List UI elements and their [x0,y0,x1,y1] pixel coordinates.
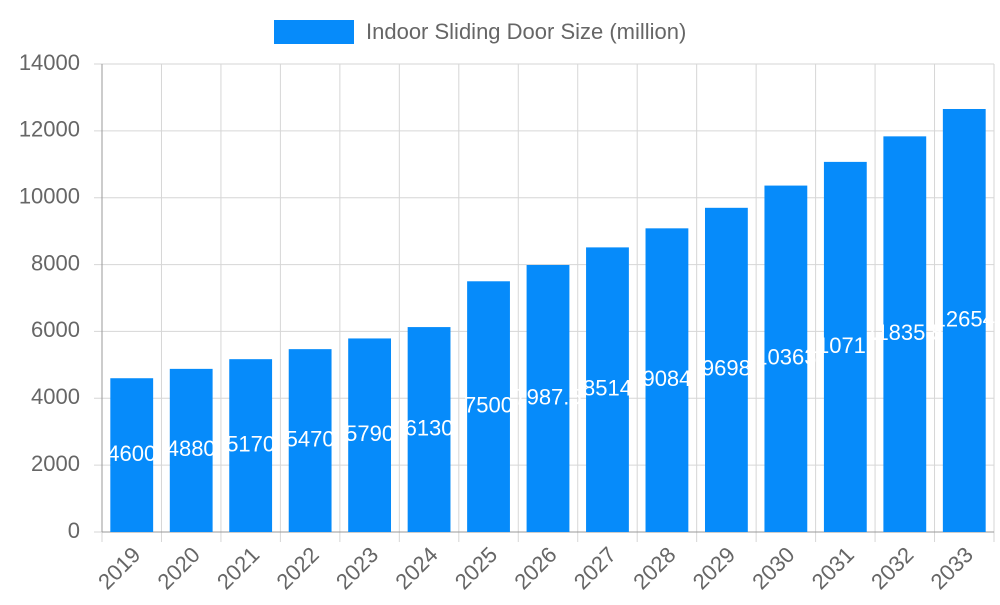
bar [883,136,927,532]
bar [823,161,867,532]
value-label: 11835.5 [866,320,944,345]
value-label: 9698 [702,356,751,381]
bar [407,327,451,532]
x-tick-label: 2031 [807,542,859,594]
value-label: 7987.5 [514,384,581,409]
x-tick-label: 2026 [509,542,561,594]
x-tick-label: 2033 [926,542,978,594]
y-tick-label: 10000 [19,184,80,209]
bar [704,207,748,533]
value-label: 5790 [345,421,394,446]
bar [288,349,332,532]
y-tick-label: 14000 [19,50,80,75]
value-label: 8514 [583,376,632,401]
x-tick-label: 2028 [628,542,680,594]
bar [169,368,213,532]
value-label: 4880 [167,436,216,461]
y-tick-label: 8000 [31,250,80,275]
legend-label: Indoor Sliding Door Size (million) [366,19,686,44]
legend-swatch [274,20,354,44]
value-label: 10363 [755,345,816,370]
x-tick-label: 2032 [866,542,918,594]
x-tick-label: 2022 [271,542,323,594]
x-tick-label: 2019 [93,542,145,594]
x-tick-label: 2025 [450,542,502,594]
value-label: 12654 [934,306,995,331]
bar [645,228,689,533]
x-tick-label: 2021 [212,542,264,594]
y-tick-label: 12000 [19,117,80,142]
x-tick-label: 2029 [688,542,740,594]
bar [348,338,392,532]
value-label: 4600 [107,441,156,466]
x-tick-label: 2030 [747,542,799,594]
y-tick-label: 6000 [31,317,80,342]
bar [110,378,154,532]
value-label: 6130 [405,415,454,440]
x-tick-label: 2024 [390,542,442,594]
y-tick-label: 2000 [31,451,80,476]
value-label: 7500 [464,392,513,417]
bar [526,264,570,532]
bar [229,359,273,532]
value-label: 9084 [642,366,691,391]
x-tick-label: 2027 [569,542,621,594]
bar [942,108,986,532]
x-tick-label: 2020 [153,542,205,594]
y-tick-label: 0 [68,518,80,543]
bar [467,281,510,532]
bar [764,185,808,532]
x-tick-label: 2023 [331,542,383,594]
value-label: 5470 [286,426,335,451]
value-label: 11071.7 [806,333,884,358]
bar [586,247,629,532]
y-tick-label: 4000 [31,384,80,409]
value-label: 5170 [226,431,275,456]
